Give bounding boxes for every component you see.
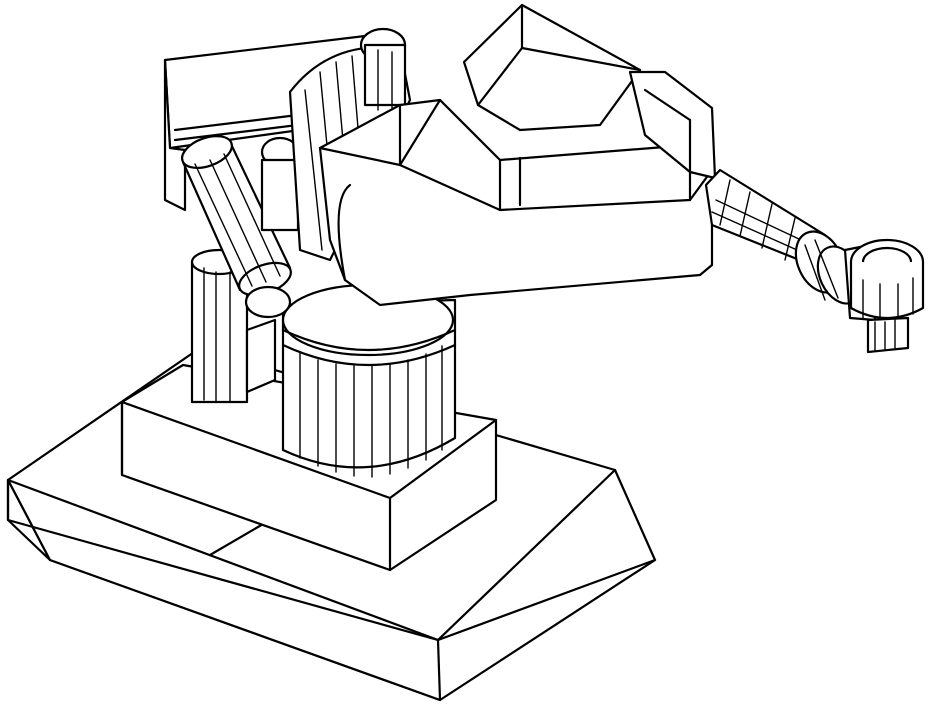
upper-arm — [318, 98, 714, 307]
end-effector — [849, 238, 925, 354]
column-facets — [299, 345, 443, 478]
column — [281, 283, 457, 478]
counterbalance-cylinder — [181, 135, 300, 319]
forearm-tube — [704, 168, 827, 267]
forearm-housing — [462, 3, 717, 180]
